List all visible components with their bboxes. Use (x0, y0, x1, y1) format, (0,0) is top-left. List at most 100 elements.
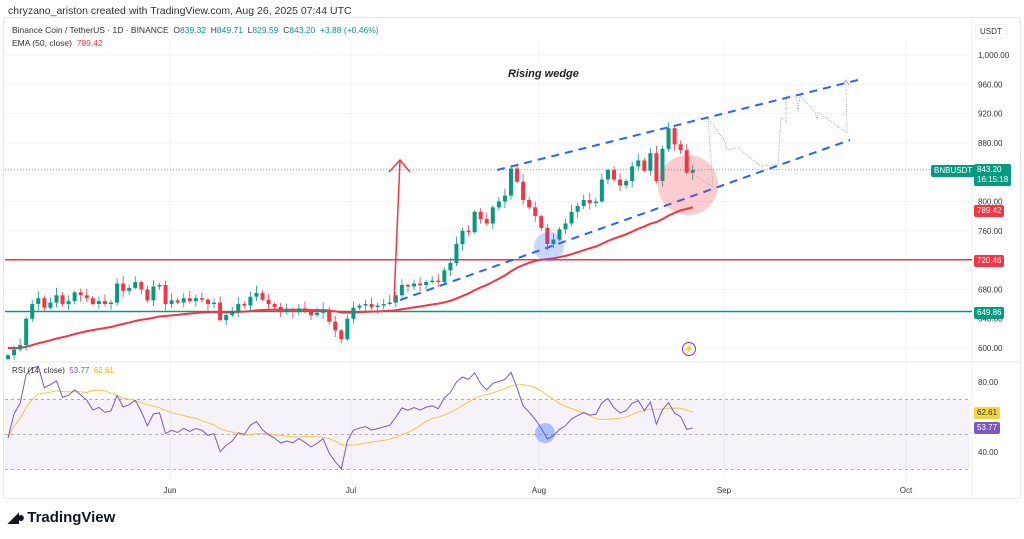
time-axis-label: Oct (900, 486, 913, 495)
candle (302, 301, 307, 313)
candle (254, 285, 259, 301)
candle (539, 214, 544, 232)
candle-body (6, 355, 10, 359)
candle-body (472, 211, 477, 233)
candle-body (157, 285, 162, 287)
change-value: +3.88 (+0.46%) (320, 25, 379, 35)
tradingview-logo: ◢● TradingView (8, 509, 115, 526)
candle (551, 233, 556, 248)
candle-body (442, 270, 447, 283)
candle-body (545, 227, 550, 244)
candle (581, 194, 586, 210)
time-axis-label: Jun (164, 486, 177, 495)
candle (163, 280, 168, 311)
candle (436, 273, 441, 287)
currency-button[interactable]: USDT (975, 24, 1007, 39)
candle-body (551, 239, 556, 244)
candle (48, 297, 53, 310)
candle (666, 122, 671, 152)
candle-body (96, 301, 101, 305)
candle (187, 290, 192, 304)
candle-body (424, 282, 429, 286)
up-arrow-line (393, 159, 401, 303)
candle-body (533, 207, 538, 217)
breakdown-highlight-circle (658, 155, 718, 215)
candle-body (254, 293, 259, 297)
candle-body (54, 295, 59, 303)
lightning-event-icon[interactable]: ⚡ (682, 342, 696, 356)
candle-body (593, 201, 598, 203)
candle (42, 295, 47, 312)
candle (460, 227, 465, 251)
candle-body (12, 349, 17, 356)
support-tag: 649.86 (974, 307, 1005, 319)
symbol-legend: Binance Coin / TetherUS · 1D · BINANCE O… (12, 24, 379, 50)
candle-body (187, 298, 192, 302)
symbol-name[interactable]: Binance Coin / TetherUS · 1D · BINANCE (12, 25, 169, 35)
candle-body (230, 311, 235, 316)
candle (375, 302, 380, 314)
candle-body (642, 160, 647, 171)
candle-body (290, 309, 295, 312)
candle (575, 203, 580, 218)
candle (496, 197, 501, 211)
candle (78, 288, 83, 302)
wedge-upper-line (496, 79, 859, 171)
candle (672, 126, 677, 151)
candle (60, 291, 65, 307)
candle-body (684, 150, 689, 173)
candle-body (327, 309, 332, 322)
ema-tag: 789.42 (974, 205, 1005, 217)
up-arrow-head (388, 158, 411, 173)
candle-body (66, 301, 71, 305)
low-label: L (247, 25, 253, 35)
candle-body (690, 169, 695, 173)
candle-body (478, 211, 483, 220)
candle-body (242, 304, 247, 306)
candle-body (672, 128, 677, 145)
candle (193, 294, 198, 307)
candle-body (624, 180, 629, 186)
ema-label[interactable]: EMA (50, close) (12, 38, 72, 48)
logo-text: TradingView (27, 509, 116, 526)
high-value: 849.71 (216, 25, 243, 35)
candle (278, 303, 283, 318)
candle-body (169, 300, 174, 305)
candle-body (133, 282, 138, 288)
candle (345, 314, 350, 341)
candle-body (502, 195, 507, 202)
candle (387, 295, 392, 306)
price-axis-label: 600.00 (978, 344, 1003, 353)
candle-body (24, 318, 29, 346)
candle-body (448, 263, 453, 271)
candle-body (181, 298, 186, 303)
candle-body (139, 282, 144, 290)
candle (248, 291, 253, 313)
candle (224, 312, 229, 325)
wedge-lower-line (399, 139, 851, 301)
candle (339, 328, 344, 344)
rsi-ma-tag: 62.61 (974, 407, 1001, 419)
candle-body (36, 298, 41, 305)
candle-body (272, 304, 277, 307)
candle (296, 303, 301, 316)
candle (199, 292, 204, 303)
candle (399, 279, 404, 298)
candle-body (412, 283, 417, 287)
ema-value: 789.42 (76, 38, 103, 48)
candle-body (236, 304, 241, 312)
price-axis-label: 800.00 (978, 198, 1003, 207)
candle (381, 298, 386, 310)
candle (684, 143, 689, 175)
candle-body (381, 304, 386, 306)
candle (212, 298, 217, 309)
time-axis-label: Aug (532, 486, 546, 495)
candle-body (84, 295, 89, 299)
candle (36, 291, 41, 311)
candle (18, 338, 23, 352)
candle (612, 166, 616, 182)
candle (642, 157, 647, 173)
candle-body (199, 298, 204, 300)
rsi-label[interactable]: RSI (14, close) (12, 366, 65, 375)
